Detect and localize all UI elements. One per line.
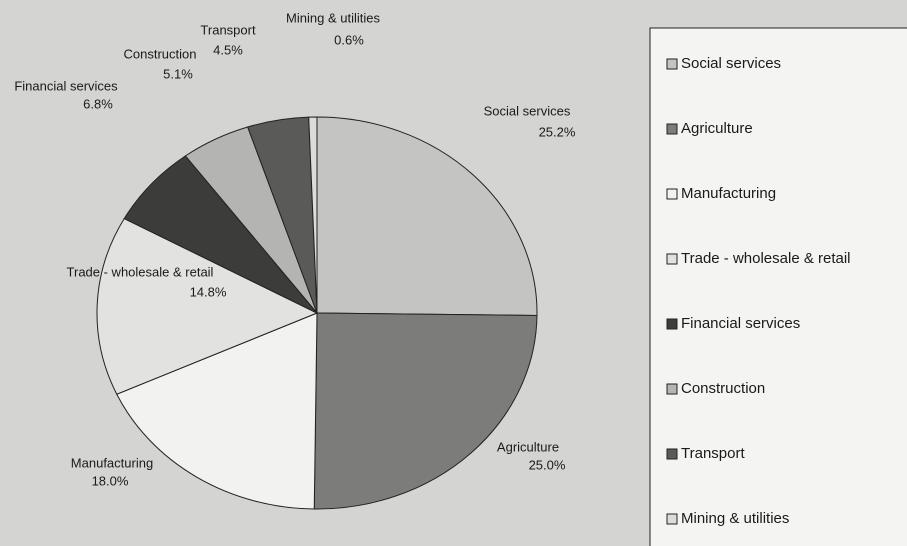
legend-label: Social services [681, 55, 781, 72]
slice-label: Transport [200, 22, 256, 37]
legend-box [649, 27, 907, 546]
slice-label: Construction [124, 46, 197, 61]
pie-slice [313, 312, 538, 510]
legend-swatch [666, 188, 678, 200]
legend-label: Financial services [681, 315, 800, 332]
pie-slice [116, 312, 318, 510]
slice-value: 5.1% [163, 66, 193, 81]
pie-slice [308, 116, 318, 314]
legend-swatch [666, 318, 678, 330]
slice-label: Financial services [14, 78, 118, 93]
pie-slice [316, 116, 538, 316]
legend-swatch [666, 448, 678, 460]
slice-value: 6.8% [83, 96, 113, 111]
legend-swatch [666, 383, 678, 395]
slice-value: 18.0% [92, 473, 129, 488]
pie-slice [96, 217, 319, 395]
slice-value: 14.8% [190, 284, 227, 299]
legend-label: Mining & utilities [681, 510, 789, 527]
slice-label: Social services [484, 103, 571, 118]
legend-swatch [666, 58, 678, 70]
legend-label: Agriculture [681, 120, 753, 137]
legend-label: Transport [681, 445, 745, 462]
legend-swatch [666, 253, 678, 265]
legend-label: Construction [681, 380, 765, 397]
legend-swatch [666, 123, 678, 135]
slice-value: 25.0% [529, 457, 566, 472]
slice-value: 0.6% [334, 32, 364, 47]
slice-label: Mining & utilities [286, 10, 380, 25]
legend-label: Trade - wholesale & retail [681, 250, 851, 267]
slice-label: Agriculture [497, 439, 559, 454]
slice-label: Manufacturing [71, 455, 153, 470]
slice-value: 25.2% [539, 124, 576, 139]
slice-value: 4.5% [213, 42, 243, 57]
legend-swatch [666, 513, 678, 525]
legend-label: Manufacturing [681, 185, 776, 202]
slice-label: Trade - wholesale & retail [67, 264, 214, 279]
